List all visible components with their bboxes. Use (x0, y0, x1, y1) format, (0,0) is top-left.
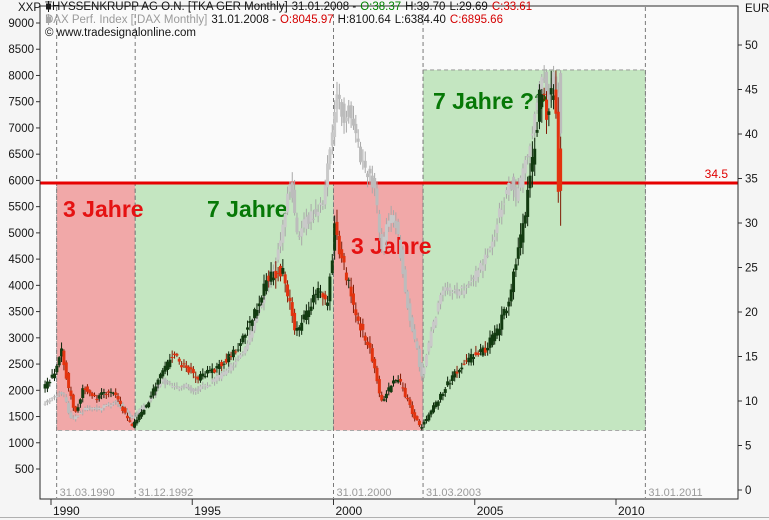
left-axis-tick-label: 4000 (8, 280, 34, 292)
event-date-label: 31.01.2000 (337, 487, 392, 499)
right-axis-tick-label: 10 (745, 396, 758, 408)
right-axis-tick-label: 5 (745, 441, 751, 453)
left-axis-tick-label: 7500 (8, 97, 34, 109)
annotation-label: 3 Jahre (63, 196, 144, 222)
left-axis-tick-label: 6000 (8, 175, 34, 187)
left-axis-tick-label: 6500 (8, 149, 34, 161)
legend-close: C:6895.66 (449, 14, 503, 26)
annotation-label: 7 Jahre (207, 196, 288, 222)
left-axis-tick-label: 500 (15, 464, 34, 476)
thyssenkrupp-candles (43, 70, 563, 431)
left-axis-tick-label: 9000 (8, 18, 34, 30)
event-date-label: 31.03.1990 (60, 487, 115, 499)
event-date-label: 31.12.1992 (138, 487, 193, 499)
legend-open: O:38.37 (360, 1, 402, 13)
legend-row-dax[interactable]: DAX Perf. Index [.DAX Monthly] 31.01.200… (45, 14, 507, 26)
right-axis-tick-label: 35 (745, 174, 758, 186)
legend-date: 31.01.2008 - (291, 1, 357, 13)
left-axis-tick-label: 5500 (8, 202, 34, 214)
thyssenkrupp-candle-marker-icon (46, 1, 51, 12)
left-axis-tick-label: 7000 (8, 123, 34, 135)
right-axis-unit-label: EUR (745, 3, 769, 15)
legend-open: O:8045.97 (279, 14, 334, 26)
x-axis-year-label: 2005 (477, 504, 504, 518)
legend-date: 31.01.2008 - (211, 14, 276, 26)
legend-low: L:6384.40 (394, 14, 446, 26)
legend-title: THYSSENKRUPP AG O.N. [TKA GER Monthly] (45, 1, 288, 13)
legend-title: DAX Perf. Index [.DAX Monthly] (45, 14, 208, 26)
legend-low: L:29.69 (449, 1, 488, 13)
zone-red-0 (56, 182, 136, 431)
legend-high: H:39.70 (405, 1, 446, 13)
dax-candle-marker-icon (46, 14, 51, 25)
x-axis-year-label: 2010 (618, 504, 645, 518)
left-axis-tick-label: 1500 (8, 412, 34, 424)
left-axis-tick-label: 2500 (8, 359, 34, 371)
x-axis-year-label: 2000 (336, 504, 363, 518)
x-axis-year-label: 1995 (194, 504, 221, 518)
legend-close: C:33.61 (491, 1, 533, 13)
event-date-label: 31.03.2003 (426, 487, 481, 499)
left-axis-tick-label: 5000 (8, 228, 34, 240)
right-axis-tick-label: 50 (745, 40, 758, 52)
left-axis-tick-label: 4500 (8, 254, 34, 266)
right-axis-tick-label: 40 (745, 129, 758, 141)
right-axis-tick-label: 25 (745, 263, 758, 275)
annotation-label: 3 Jahre (351, 233, 432, 259)
x-axis-year-label: 1990 (53, 504, 80, 518)
hline-value-label: 34.5 (705, 167, 729, 181)
event-date-label: 31.01.2011 (648, 487, 702, 499)
legend-high: H:8100.64 (337, 14, 391, 26)
right-axis-tick-label: 45 (745, 85, 758, 97)
plot-border (39, 5, 739, 500)
left-axis-tick-label: 2000 (8, 385, 34, 397)
right-axis-tick-label: 0 (745, 485, 751, 497)
left-axis-tick-label: 8500 (8, 44, 34, 56)
right-axis-tick-label: 15 (745, 352, 758, 364)
right-axis-tick-label: 30 (745, 218, 758, 230)
left-axis-unit-label: XXP (18, 2, 42, 14)
axes[interactable]: 9000850080007500700065006000550050004500… (8, 18, 757, 518)
legend-row-thyssenkrupp[interactable]: THYSSENKRUPP AG O.N. [TKA GER Monthly] 3… (45, 1, 536, 13)
left-axis-tick-label: 1000 (8, 438, 34, 450)
left-axis-tick-label: 8000 (8, 70, 34, 82)
event-markers: 31.03.1990 31.12.1992 31.01.2000 31.03.2003… (56, 7, 703, 499)
copyright-watermark: © www.tradesignalonline.com (45, 27, 197, 39)
annotations: 3 Jahre 7 Jahre 3 Jahre 7 Jahre ?? (63, 88, 548, 259)
right-axis-tick-label: 20 (745, 307, 758, 319)
left-axis-tick-label: 3000 (8, 333, 34, 345)
left-axis-tick-label: 3500 (8, 307, 34, 319)
annotation-label: 7 Jahre ?? (433, 88, 548, 114)
